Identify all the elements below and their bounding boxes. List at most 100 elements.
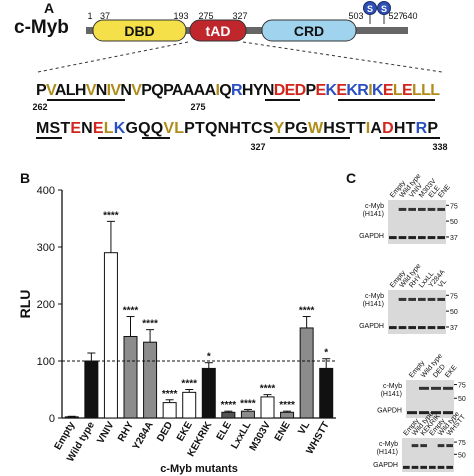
- myb-band: [437, 297, 445, 301]
- residue-number: 262: [32, 102, 47, 112]
- marker-label: 75: [458, 440, 466, 447]
- gapdh-band: [403, 465, 410, 469]
- residue-number: 327: [250, 142, 265, 152]
- myb-band: [431, 386, 441, 390]
- marker-label: 50: [450, 219, 458, 226]
- gapdh-band: [408, 236, 416, 240]
- domain-label: tAD: [206, 23, 231, 39]
- residue-group: N: [120, 82, 132, 99]
- position: 37: [100, 11, 110, 21]
- bar: [64, 416, 79, 419]
- residue-group: PG: [284, 120, 307, 137]
- y-axis-label: RLU: [17, 290, 33, 319]
- residue-group: GQQ: [125, 120, 163, 137]
- loading-label: GAPDH: [359, 323, 384, 330]
- significance: ****: [221, 400, 237, 411]
- target-label: c-Myb: [365, 293, 384, 300]
- loading-label: GAPDH: [377, 408, 402, 415]
- residue-group: HSTT: [323, 120, 366, 137]
- residue-group: P: [427, 120, 438, 137]
- residue-group: AL: [55, 82, 76, 99]
- gapdh-band: [427, 236, 436, 240]
- gapdh-band: [437, 326, 445, 330]
- residue-group: V: [131, 82, 142, 99]
- marker-label: 50: [458, 396, 466, 403]
- gapdh-band: [411, 465, 419, 469]
- significance: ****: [299, 306, 315, 317]
- gapdh-band: [419, 411, 429, 415]
- myb-band: [418, 297, 426, 301]
- residue-group: K: [114, 120, 126, 137]
- significance: ****: [240, 398, 256, 409]
- target-label: c-Myb: [379, 441, 398, 448]
- residue-group: I: [368, 82, 372, 99]
- gapdh-band: [437, 236, 445, 240]
- x-axis-label: c-Myb mutants: [160, 463, 238, 475]
- position: 527: [388, 11, 403, 21]
- target-label: (H141): [363, 301, 384, 308]
- gapdh-band: [446, 465, 453, 469]
- residue-group: V: [86, 82, 97, 99]
- myb-band: [408, 207, 416, 211]
- residue-group: K: [326, 82, 338, 99]
- panel-label: B: [20, 170, 30, 186]
- lane-label: ENE: [437, 184, 452, 200]
- residue-group: E: [316, 82, 327, 99]
- target-label: (H141): [377, 449, 398, 456]
- residue-group: PTQNHTCS: [184, 120, 274, 137]
- gapdh-band: [418, 326, 426, 330]
- protein-backbone: [86, 27, 408, 34]
- residue-group: Y: [274, 120, 285, 137]
- bar: [123, 335, 138, 419]
- residue-group: MST: [36, 120, 70, 137]
- y-tick-label: 400: [37, 185, 55, 197]
- residue-group: N: [96, 82, 108, 99]
- marker-label: 75: [450, 203, 458, 210]
- bar: [103, 252, 118, 419]
- significance: ****: [103, 210, 119, 221]
- significance: ****: [123, 306, 139, 317]
- residue-group: H: [75, 82, 87, 99]
- x-tick-label: VL: [296, 420, 312, 437]
- blot-image: [388, 290, 446, 334]
- myb-band: [420, 444, 427, 448]
- myb-band: [398, 297, 407, 301]
- gapdh-band: [408, 326, 416, 330]
- residue-group: P: [36, 82, 47, 99]
- gapdh-band: [398, 326, 407, 330]
- significance: *: [324, 348, 328, 359]
- loading-label: GAPDH: [373, 462, 398, 469]
- zoom-line: [37, 41, 189, 73]
- protein-name: c-Myb: [14, 17, 69, 38]
- residue-group: PQPAAAA: [141, 82, 216, 99]
- target-label: (H141): [381, 391, 402, 398]
- domain-label: DBD: [124, 23, 154, 39]
- loading-label: GAPDH: [359, 233, 384, 240]
- panel-label: C: [346, 170, 356, 186]
- position: 1: [87, 11, 92, 21]
- residue-group: Q: [219, 82, 231, 99]
- myb-band: [446, 444, 453, 448]
- marker-label: 37: [450, 325, 458, 332]
- residue-group: HYN: [242, 82, 274, 99]
- residue-group: DED: [274, 82, 306, 99]
- residue-group: VL: [163, 120, 184, 137]
- position: 503: [348, 11, 363, 21]
- bar: [260, 396, 275, 419]
- y-tick-label: 0: [49, 413, 55, 425]
- x-tick-label: RHY: [116, 420, 136, 444]
- myb-band: [411, 444, 419, 448]
- gapdh-band: [389, 326, 397, 330]
- residue-group: W: [308, 120, 324, 137]
- myb-band: [419, 386, 429, 390]
- residue-group: L: [104, 120, 114, 137]
- gapdh-band: [407, 411, 417, 415]
- myb-band: [427, 207, 436, 211]
- residue-group: IV: [107, 82, 122, 99]
- bar: [299, 327, 314, 419]
- residue-group: K: [372, 82, 384, 99]
- position: 327: [232, 11, 247, 21]
- x-tick-label: EKE: [175, 420, 195, 444]
- residue-group: I: [215, 82, 219, 99]
